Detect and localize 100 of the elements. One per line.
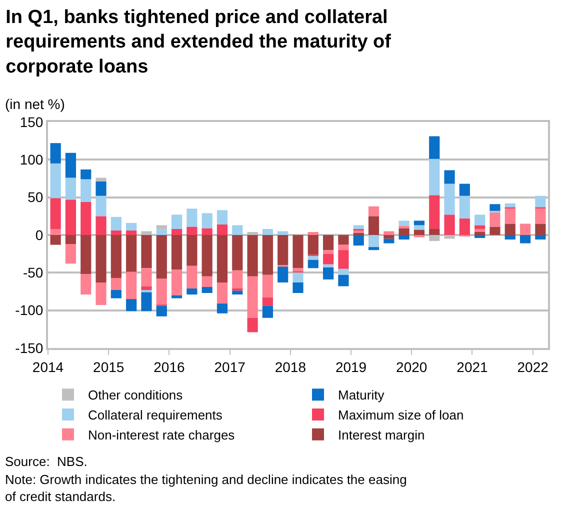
- y-tick-label: -100: [15, 302, 44, 318]
- bar: [535, 224, 546, 235]
- bar: [474, 232, 486, 235]
- bar: [414, 230, 425, 235]
- legend-label: Non-interest rate charges: [88, 427, 236, 442]
- bar: [490, 204, 500, 211]
- x-tick-label: 2022: [517, 358, 549, 375]
- bar: [96, 235, 106, 282]
- bar: [504, 235, 516, 240]
- bar: [520, 235, 531, 244]
- bar: [202, 286, 212, 294]
- bar: [292, 272, 304, 282]
- legend-label: Maturity: [338, 388, 385, 403]
- y-tick-label: -150: [15, 340, 44, 356]
- bar: [262, 306, 273, 318]
- bar: [171, 295, 182, 298]
- legend-label: Collateral requirements: [88, 408, 223, 423]
- bar: [171, 228, 182, 235]
- bar: [50, 198, 61, 229]
- bar: [141, 235, 152, 268]
- x-tick-label: 2018: [274, 358, 306, 375]
- legend-label: Interest margin: [338, 427, 425, 442]
- bar: [186, 208, 198, 227]
- x-tick-label: 2014: [32, 358, 64, 375]
- bar: [504, 203, 516, 208]
- bar: [444, 214, 455, 235]
- y-tick-label: 50: [28, 189, 44, 206]
- bar: [171, 214, 182, 229]
- bar: [474, 225, 486, 229]
- bar: [459, 184, 470, 196]
- bar: [126, 230, 137, 235]
- legend-label: Other conditions: [88, 388, 184, 403]
- bar: [141, 290, 152, 292]
- bar: [126, 222, 137, 230]
- bar: [50, 228, 61, 235]
- x-tick-label: 2021: [456, 358, 488, 375]
- bar: [338, 244, 349, 250]
- bar: [444, 184, 455, 215]
- bar: [110, 230, 122, 235]
- bar: [414, 225, 425, 230]
- y-tick-label: 100: [20, 152, 44, 168]
- bar: [110, 235, 122, 278]
- chart-title: In Q1, banks tightened price and collateral requirements and extended the maturity of corporate loans: [6, 6, 392, 78]
- bar: [186, 226, 198, 235]
- bar: [278, 231, 288, 235]
- bar: [535, 196, 546, 208]
- bar: [80, 179, 92, 202]
- y-tick-label: -50: [22, 264, 44, 281]
- bar: [384, 238, 394, 244]
- bar: [353, 235, 364, 246]
- legend-label: Maximum size of loan: [338, 408, 464, 423]
- bar: [535, 235, 546, 240]
- bar: [323, 250, 334, 254]
- bar: [232, 288, 243, 291]
- bar: [353, 225, 364, 229]
- bar: [156, 228, 167, 235]
- bar: [338, 274, 349, 286]
- bar: [202, 228, 212, 235]
- x-tick-label: 2017: [214, 358, 246, 375]
- bar: [247, 318, 258, 332]
- bar: [308, 235, 318, 255]
- bar: [186, 235, 198, 266]
- bar: [80, 274, 92, 295]
- y-tick-label: 0: [35, 226, 44, 243]
- bar: [186, 266, 198, 288]
- bar: [141, 268, 152, 286]
- bar: [80, 235, 92, 274]
- bar: [368, 206, 380, 216]
- bar: [292, 268, 304, 272]
- bar: [292, 235, 304, 268]
- bar: [80, 202, 92, 235]
- bar: [216, 282, 228, 304]
- bar: [65, 178, 76, 200]
- bar: [171, 235, 182, 270]
- bar: [444, 170, 455, 184]
- bar: [50, 235, 61, 245]
- bar: [232, 225, 243, 235]
- bar: [429, 195, 440, 229]
- bar: [216, 224, 228, 235]
- bar: [247, 276, 258, 318]
- bar: [308, 232, 318, 235]
- bar: [141, 292, 152, 312]
- x-tick-label: 2016: [154, 358, 185, 375]
- source-note: Source: NBS.: [5, 454, 88, 469]
- bar: [80, 169, 92, 180]
- bar: [156, 235, 167, 279]
- bar: [490, 226, 500, 235]
- chart-subtitle: (in net %): [5, 96, 65, 112]
- bar: [96, 178, 106, 182]
- bar: [323, 264, 334, 268]
- bar: [262, 228, 273, 235]
- bar: [96, 282, 106, 306]
- bar: [398, 235, 410, 240]
- bar: [338, 250, 349, 269]
- bar: [247, 235, 258, 276]
- bar: [474, 228, 486, 232]
- bar: [65, 200, 76, 235]
- bar: [202, 213, 212, 228]
- bar: [65, 244, 76, 264]
- bar: [171, 270, 182, 296]
